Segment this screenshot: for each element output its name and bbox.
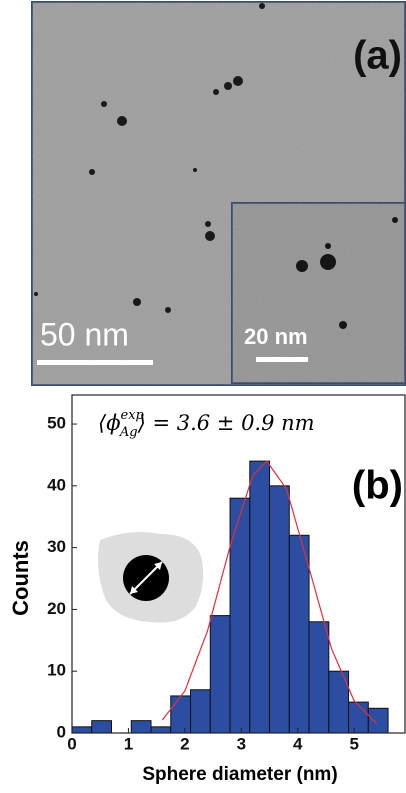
bar — [150, 726, 172, 734]
bar — [308, 621, 330, 734]
x-tick-label: 4 — [293, 734, 303, 753]
fit-line — [161, 460, 378, 725]
x-tick-label: 3 — [237, 734, 246, 753]
x-tick-label: 1 — [124, 734, 133, 753]
bar — [91, 720, 113, 734]
annotation-part: ⟩ = 3.6 ± 0.9 nm — [137, 411, 315, 435]
panel-label: (a) — [353, 34, 402, 78]
bar — [190, 689, 211, 734]
x-axis-label: Sphere diameter (nm) — [142, 764, 337, 785]
bar — [348, 701, 369, 734]
y-axis-label: Counts — [8, 540, 33, 616]
x-tick-label: 2 — [180, 734, 189, 753]
y-tick-label: 50 — [47, 414, 66, 433]
bar — [269, 485, 290, 734]
plot-frame — [71, 394, 406, 734]
inset-scale-label: 20 nm — [244, 324, 308, 349]
x-tick-label: 5 — [349, 734, 358, 753]
bar — [229, 497, 251, 734]
y-tick-label: 30 — [47, 537, 66, 556]
bar — [170, 695, 192, 734]
y-tick-label: 20 — [47, 599, 66, 618]
bar — [249, 460, 271, 734]
histogram: 0 10 20 30 40 50 0 1 2 3 4 5 Sphere diameter (nm) Cou… — [8, 394, 406, 785]
annotation: ⟨ϕexp Ag⟩ = 3.6 ± 0.9 nm — [98, 408, 315, 440]
bar — [209, 615, 231, 734]
bar — [288, 534, 310, 734]
panel-label: (b) — [352, 464, 403, 508]
inset-scale-bar — [256, 357, 308, 362]
annotation-part: exp — [121, 408, 145, 423]
annotation-part: ⟨ϕ — [98, 411, 121, 435]
y-tick-label: 40 — [47, 475, 66, 494]
tem-image: (a) 50 nm 20 nm — [31, 1, 406, 386]
x-tick-label: 0 — [67, 734, 76, 753]
inset-icon — [98, 532, 204, 623]
bar — [71, 726, 93, 734]
scale-bar-label: 50 nm — [40, 316, 129, 352]
bar — [367, 707, 389, 734]
y-tick-label: 10 — [47, 661, 66, 680]
y-tick-label: 0 — [57, 722, 66, 741]
bar — [130, 720, 152, 734]
scale-bar — [37, 360, 153, 365]
annotation-part: Ag — [119, 425, 138, 440]
